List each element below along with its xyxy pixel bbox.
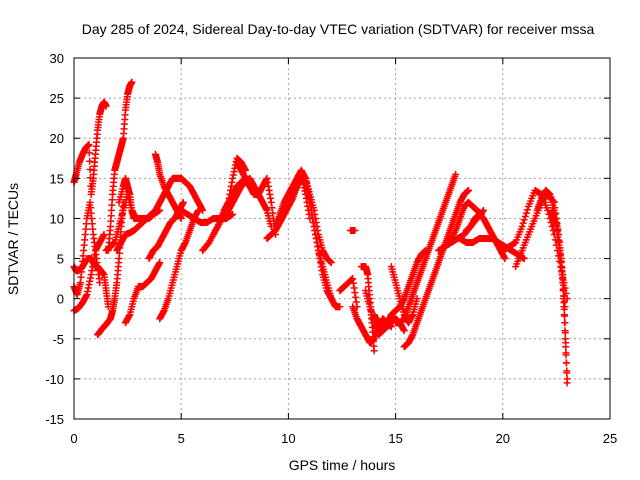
data-point-marker bbox=[400, 327, 408, 335]
data-point-marker bbox=[561, 312, 569, 320]
y-tick-label: 15 bbox=[50, 171, 64, 186]
series-pass-31 bbox=[387, 263, 421, 327]
series-pass-18 bbox=[233, 158, 280, 238]
series-pass-35 bbox=[462, 210, 509, 263]
x-tick-label: 15 bbox=[388, 431, 402, 446]
series-pass-28 bbox=[370, 311, 408, 335]
y-tick-label: 10 bbox=[50, 211, 64, 226]
data-point-marker bbox=[559, 279, 567, 287]
x-tick-label: 20 bbox=[496, 431, 510, 446]
data-point-marker bbox=[229, 210, 237, 218]
series-pass-24 bbox=[347, 226, 359, 234]
data-point-marker bbox=[370, 347, 378, 355]
data-point-marker bbox=[452, 170, 460, 178]
data-point-marker bbox=[520, 216, 528, 224]
data-points bbox=[70, 78, 571, 387]
data-point-marker bbox=[85, 149, 93, 157]
y-tick-label: -5 bbox=[52, 332, 64, 347]
data-point-marker bbox=[86, 166, 94, 174]
series-pass-6 bbox=[104, 78, 136, 255]
data-point-marker bbox=[521, 212, 529, 220]
data-point-marker bbox=[561, 319, 569, 327]
series-pass-39 bbox=[548, 206, 571, 387]
y-tick-label: 0 bbox=[57, 292, 64, 307]
axis-ticks: -15 -10 -5 0 5 10 15 20 25 30 0 5 10 15 20 25 bbox=[45, 51, 617, 446]
data-point-marker bbox=[413, 295, 421, 303]
data-point-marker bbox=[563, 379, 571, 387]
y-tick-label: -15 bbox=[45, 412, 64, 427]
series-pass-29 bbox=[392, 170, 460, 327]
x-tick-label: 25 bbox=[603, 431, 617, 446]
data-point-marker bbox=[560, 299, 568, 307]
data-point-marker bbox=[336, 303, 344, 311]
data-point-marker bbox=[177, 214, 185, 222]
series-pass-2 bbox=[70, 98, 110, 198]
series-pass-23 bbox=[336, 275, 361, 311]
data-point-marker bbox=[518, 222, 526, 230]
series-pass-9 bbox=[121, 259, 164, 327]
y-tick-label: 20 bbox=[50, 131, 64, 146]
data-point-marker bbox=[86, 157, 94, 165]
data-point-marker bbox=[560, 292, 568, 300]
plot-frame bbox=[73, 57, 611, 420]
data-point-marker bbox=[327, 259, 335, 267]
series-pass-12 bbox=[151, 150, 185, 222]
data-point-marker bbox=[96, 279, 104, 287]
chart-title: Day 285 of 2024, Sidereal Day-to-day VTE… bbox=[82, 21, 595, 37]
x-tick-label: 5 bbox=[178, 431, 185, 446]
data-point-marker bbox=[559, 285, 567, 293]
series-pass-22 bbox=[289, 174, 335, 267]
x-axis-label: GPS time / hours bbox=[289, 457, 396, 473]
data-point-marker bbox=[562, 339, 570, 347]
data-point-marker bbox=[560, 305, 568, 313]
data-point-marker bbox=[501, 255, 509, 263]
y-tick-label: 5 bbox=[57, 252, 64, 267]
x-tick-label: 0 bbox=[70, 431, 77, 446]
data-point-marker bbox=[85, 141, 93, 149]
data-point-marker bbox=[194, 206, 202, 214]
data-point-marker bbox=[563, 369, 571, 377]
data-point-marker bbox=[523, 206, 531, 214]
y-tick-label: 30 bbox=[50, 51, 64, 66]
x-tick-label: 10 bbox=[281, 431, 295, 446]
y-axis-label: SDTVAR / TECUs bbox=[5, 183, 21, 295]
data-point-marker bbox=[522, 209, 530, 217]
data-point-marker bbox=[561, 329, 569, 337]
data-point-marker bbox=[519, 219, 527, 227]
series-pass-21 bbox=[280, 174, 344, 311]
y-tick-label: -10 bbox=[45, 372, 64, 387]
data-point-marker bbox=[464, 186, 472, 194]
data-point-marker bbox=[128, 78, 136, 86]
y-tick-label: 25 bbox=[50, 91, 64, 106]
data-point-marker bbox=[562, 349, 570, 357]
grid-lines bbox=[74, 58, 610, 419]
series-pass-26 bbox=[357, 263, 378, 355]
series-pass-33 bbox=[445, 198, 485, 247]
data-point-marker bbox=[102, 102, 110, 110]
series-pass-13 bbox=[156, 206, 202, 323]
series-pass-1 bbox=[70, 255, 112, 311]
data-point-marker bbox=[351, 226, 359, 234]
data-point-marker bbox=[156, 259, 164, 267]
data-point-marker bbox=[562, 359, 570, 367]
data-point-marker bbox=[179, 198, 187, 206]
